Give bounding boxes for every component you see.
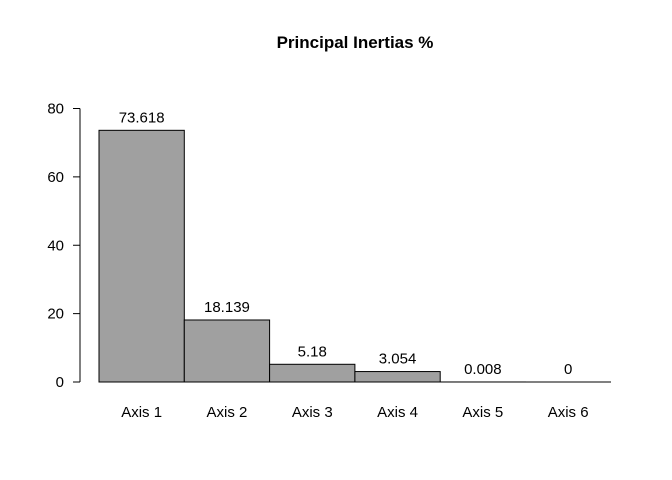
chart-title: Principal Inertias % xyxy=(277,33,434,52)
data-labels: 73.618 18.139 5.18 3.054 0.008 0 xyxy=(119,109,573,378)
bar-value-label: 5.18 xyxy=(298,343,327,360)
bar-value-label: 0 xyxy=(564,361,572,378)
category-label: Axis 6 xyxy=(548,404,589,421)
y-tick-label: 0 xyxy=(56,374,64,391)
category-label: Axis 1 xyxy=(121,404,162,421)
y-tick-label: 80 xyxy=(47,101,64,118)
y-tick-label: 40 xyxy=(47,237,64,254)
category-label: Axis 3 xyxy=(292,404,333,421)
bar-value-label: 0.008 xyxy=(464,361,502,378)
bar-value-label: 3.054 xyxy=(379,351,417,368)
bar xyxy=(354,371,441,383)
category-label: Axis 4 xyxy=(377,404,418,421)
bar xyxy=(98,129,185,383)
category-labels: Axis 1 Axis 2 Axis 3 Axis 4 Axis 5 Axis 6 xyxy=(121,404,588,421)
category-label: Axis 2 xyxy=(207,404,248,421)
bar xyxy=(183,319,271,383)
bar-value-label: 73.618 xyxy=(119,109,165,126)
bar xyxy=(269,363,356,383)
bar-value-label: 18.139 xyxy=(204,299,250,316)
y-tick-label: 20 xyxy=(47,306,64,323)
y-axis: 0 20 40 60 80 xyxy=(47,101,81,391)
y-tick-label: 60 xyxy=(47,169,64,186)
category-label: Axis 5 xyxy=(462,404,503,421)
bars xyxy=(98,129,527,383)
